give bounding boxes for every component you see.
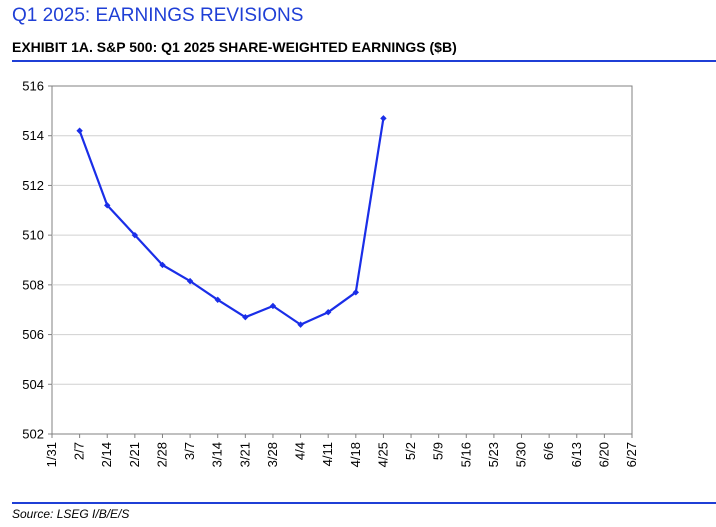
y-axis: 502 504 506 508 510 512 514 516 (22, 79, 52, 442)
x-tick-label: 5/9 (431, 442, 446, 460)
x-tick-label: 5/16 (458, 442, 473, 467)
x-tick-label: 3/28 (265, 442, 280, 467)
y-tick-label: 508 (22, 277, 44, 292)
x-tick-label: 2/7 (72, 442, 87, 460)
data-point-marker (159, 261, 166, 269)
x-tick-label: 4/11 (320, 442, 335, 466)
x-tick-label: 2/14 (99, 442, 114, 467)
x-tick-label: 5/30 (514, 442, 529, 467)
data-point-marker (297, 321, 304, 328)
data-point-marker (269, 302, 277, 310)
x-tick-label: 6/6 (541, 442, 556, 460)
page-title: Q1 2025: EARNINGS REVISIONS (12, 5, 304, 26)
series-line (78, 118, 385, 326)
top-divider (12, 60, 716, 62)
y-tick-label: 506 (22, 327, 44, 342)
x-tick-label: 5/2 (403, 442, 418, 460)
x-tick-label: 4/18 (348, 442, 363, 467)
plot-area (51, 85, 633, 435)
x-tick-label: 6/20 (596, 442, 611, 467)
x-tick-label: 2/21 (127, 442, 142, 467)
y-tick-label: 504 (22, 377, 44, 392)
series-layer (76, 115, 387, 328)
y-tick-label: 510 (22, 228, 44, 243)
data-point-marker (352, 289, 360, 296)
x-tick-label: 2/28 (154, 442, 169, 467)
x-tick-label: 5/23 (486, 442, 501, 467)
data-point-marker (214, 296, 221, 303)
x-tick-label: 6/13 (569, 442, 584, 467)
data-point-marker (76, 127, 83, 134)
x-axis: 1/31 2/7 2/14 2/21 2/28 3/7 3/14 3/21 3/28 4/4 4/1… (44, 434, 639, 467)
data-point-marker (186, 277, 194, 285)
bottom-divider (12, 502, 716, 504)
source-note: Source: LSEG I/B/E/S (12, 507, 130, 521)
x-tick-label: 1/31 (44, 442, 59, 467)
exhibit-title: EXHIBIT 1A. S&P 500: Q1 2025 SHARE-WEIGH… (12, 39, 457, 55)
x-tick-label: 3/7 (182, 442, 197, 460)
data-point-marker (324, 309, 332, 316)
data-point-marker (380, 115, 387, 122)
x-tick-label: 3/21 (237, 442, 252, 467)
y-tick-label: 514 (22, 128, 44, 143)
x-tick-label: 3/14 (210, 442, 225, 467)
y-tick-label: 502 (22, 427, 44, 442)
earnings-line-chart: 502 504 506 508 510 512 514 516 1/31 2/7 2/14 2/21… (22, 79, 639, 468)
y-tick-label: 512 (22, 178, 44, 193)
x-tick-label: 6/27 (624, 442, 639, 467)
data-point-marker (104, 202, 111, 209)
gridlines (52, 135, 632, 385)
x-tick-label: 4/4 (293, 442, 308, 460)
y-tick-label: 516 (22, 79, 44, 94)
data-point-marker (242, 313, 249, 321)
data-point-marker (131, 231, 139, 239)
x-tick-label: 4/25 (375, 442, 390, 467)
